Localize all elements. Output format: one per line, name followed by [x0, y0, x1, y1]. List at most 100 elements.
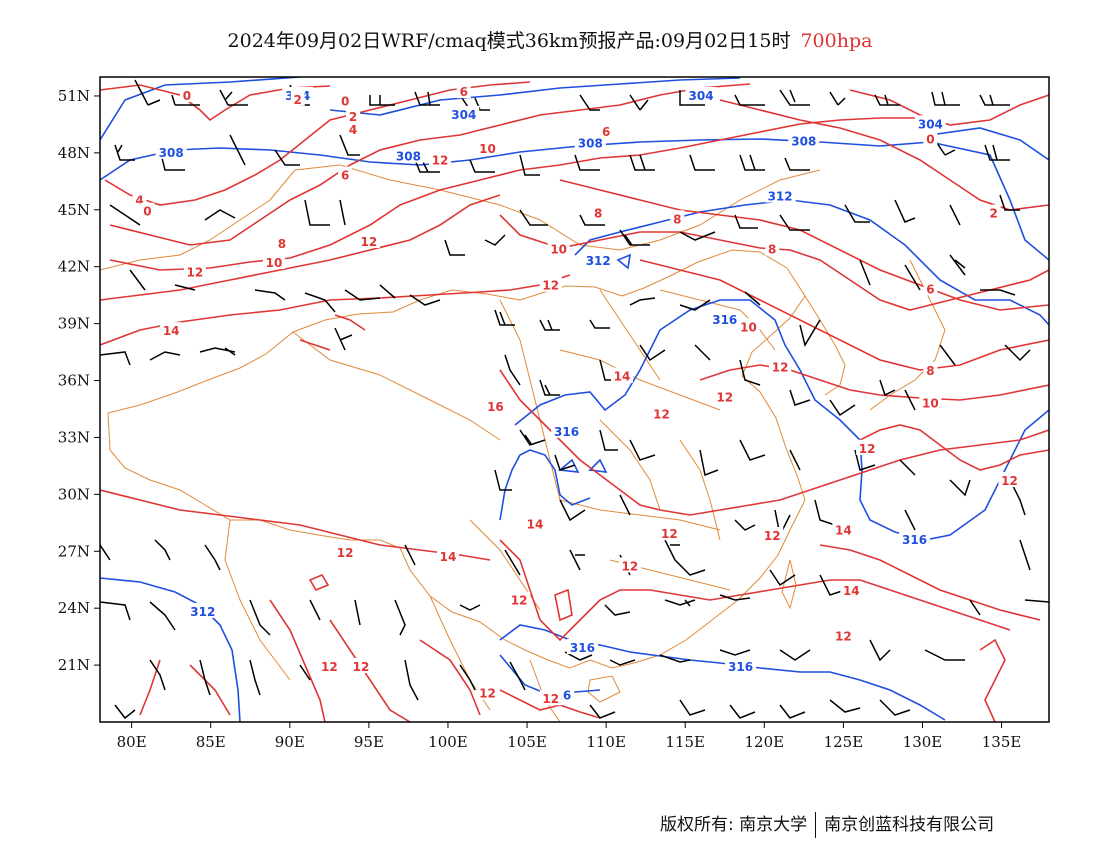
- wind-barb: [679, 231, 716, 241]
- temperature-label: 10: [922, 396, 939, 410]
- wind-barb: [924, 649, 965, 661]
- temperature-label: 12: [1001, 474, 1018, 488]
- temperature-label: 8: [926, 364, 934, 378]
- temperature-label: 8: [594, 207, 602, 221]
- wind-barb: [904, 389, 916, 411]
- geopotential-label: 316: [728, 660, 753, 674]
- y-tick-label: 21N: [58, 656, 90, 674]
- wind-barb: [219, 89, 248, 106]
- geopotential-label: 316: [712, 313, 737, 327]
- province-1: [292, 331, 501, 441]
- wind-barb: [344, 289, 381, 301]
- temperature-label: 12: [542, 279, 559, 293]
- geopotential-label-bg: [448, 105, 480, 121]
- geopotential-label: 316: [570, 641, 595, 655]
- temperature-label: 12: [772, 360, 789, 374]
- taiwan: [781, 559, 797, 610]
- geopotential-label-bg: [709, 310, 741, 326]
- temperature-label: 8: [673, 212, 681, 226]
- temperature-label: 12: [432, 153, 449, 167]
- x-tick-label: 115E: [665, 733, 705, 751]
- wind-barb: [539, 379, 560, 396]
- temperature-label: 12: [622, 559, 639, 573]
- temperature-label-bg: [508, 591, 531, 607]
- wind-barb: [1019, 539, 1031, 571]
- wind-barb: [784, 157, 810, 171]
- temperature-label: 12: [361, 235, 378, 249]
- t-contour-25: [554, 588, 573, 622]
- geopotential-label: 308: [159, 146, 184, 160]
- temperature-label: 14: [843, 584, 860, 598]
- wind-barb: [394, 599, 406, 636]
- geopotential-label: 312: [586, 254, 611, 268]
- contour-316-north: [514, 299, 1049, 541]
- geopotential-label-bg: [582, 252, 614, 268]
- temperature-label-bg: [919, 394, 942, 410]
- y-tick-label: 30N: [58, 485, 90, 503]
- t-contour-11: [639, 259, 1049, 371]
- geopotential-label: 304: [689, 89, 714, 103]
- t-contour-22: [979, 638, 1006, 722]
- footer-right: 南京创蓝科技有限公司: [824, 815, 995, 835]
- wind-barb: [171, 94, 200, 106]
- temperature-label-bg: [856, 439, 879, 455]
- temperature-label-bg: [436, 547, 459, 563]
- wind-barb: [569, 549, 585, 571]
- province-2: [499, 299, 561, 501]
- wind-barb: [459, 604, 481, 611]
- wind-barb: [509, 661, 526, 691]
- temperature-label: 0: [183, 89, 191, 103]
- wind-barb: [404, 544, 416, 566]
- province-7: [679, 439, 721, 541]
- wind-barb: [334, 327, 353, 351]
- temperature-label: 12: [479, 687, 496, 701]
- wind-barb: [629, 297, 656, 306]
- temperature-label-bg: [429, 151, 452, 167]
- geopotential-label: 312: [768, 190, 793, 204]
- wind-barb: [299, 664, 311, 681]
- wind-barb: [629, 94, 649, 111]
- wind-barb: [404, 659, 419, 701]
- wind-barb: [249, 659, 261, 696]
- wind-barb: [599, 429, 618, 451]
- wind-barb: [639, 344, 666, 362]
- wind-barb: [659, 654, 691, 663]
- province-4: [599, 289, 661, 381]
- geopotential-label: 304: [918, 117, 943, 131]
- temperature-label: 12: [653, 408, 670, 422]
- t-contour-7: [499, 214, 1049, 311]
- t-contour-14: [859, 424, 1049, 471]
- province-6: [599, 419, 661, 511]
- wind-barb: [729, 704, 756, 719]
- wind-barb: [100, 601, 131, 621]
- wind-barb: [204, 209, 236, 221]
- temperature-label: 12: [337, 546, 354, 560]
- wind-barb: [869, 639, 891, 662]
- hainan: [587, 675, 621, 703]
- wind-barb: [899, 459, 916, 476]
- temperature-label-bg: [346, 107, 361, 123]
- temperature-label: 14: [527, 518, 544, 532]
- x-tick-label: 85E: [196, 733, 226, 751]
- y-tick-label: 36N: [58, 372, 90, 390]
- temperature-label-bg: [338, 92, 353, 108]
- wind-barb: [931, 91, 960, 106]
- wind-barb: [504, 354, 521, 386]
- wind-barb: [949, 254, 966, 276]
- t-contour-21: [819, 544, 1041, 621]
- wind-barb: [779, 704, 806, 719]
- contour-blob-2: [558, 458, 580, 473]
- wind-barb: [339, 199, 346, 226]
- temperature-label: 12: [511, 594, 528, 608]
- temperature-label-bg: [274, 234, 289, 250]
- wind-barbs: [100, 79, 1049, 720]
- wind-barb: [304, 199, 330, 226]
- wind-barb: [779, 214, 810, 231]
- chart-title: 2024年09月02日WRF/cmaq模式36km预报产品:09月02日15时 7…: [0, 26, 1100, 53]
- geopotential-label-bg: [392, 147, 424, 163]
- wind-barb: [719, 594, 751, 601]
- temperature-label-bg: [840, 582, 863, 598]
- wind-barb: [304, 292, 336, 313]
- x-tick-label: 105E: [507, 733, 547, 751]
- wind-barb: [679, 299, 711, 311]
